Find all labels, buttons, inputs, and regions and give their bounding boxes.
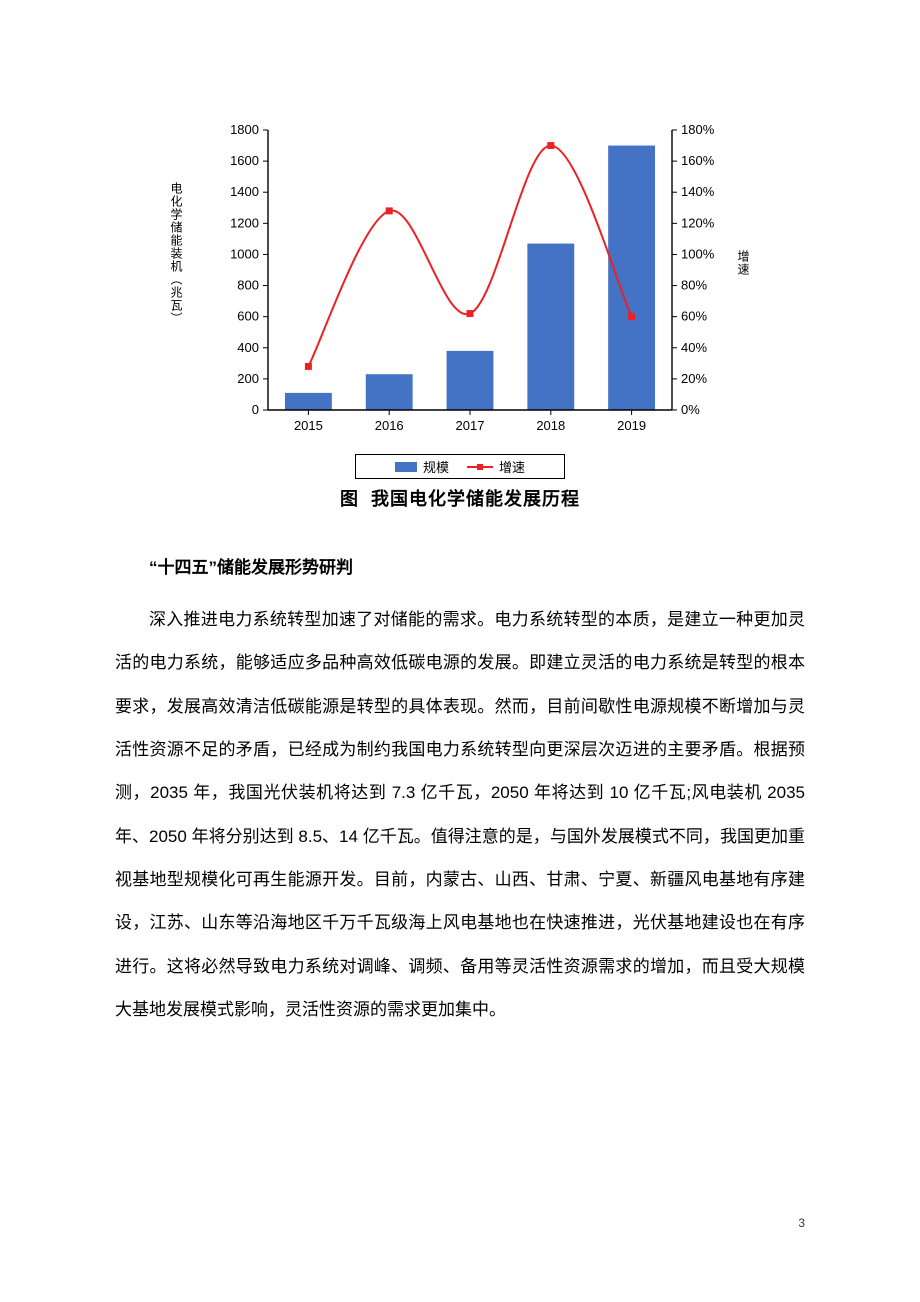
svg-text:200: 200	[237, 371, 259, 386]
svg-text:1800: 1800	[230, 122, 259, 137]
y-axis-left-label: 电化学储能装机（兆瓦）	[168, 182, 185, 325]
legend-item-bar: 规模	[395, 457, 449, 476]
svg-text:0%: 0%	[681, 402, 700, 417]
legend-label-bar: 规模	[423, 457, 449, 476]
legend-item-line: 增速	[467, 457, 525, 476]
svg-text:1200: 1200	[230, 215, 259, 230]
svg-text:400: 400	[237, 340, 259, 355]
chart-plot: 0 200 400 600 800 1000 1200 1400 1600 1800 0% 20% 40…	[180, 110, 740, 450]
chart-container: 电化学储能装机（兆瓦） 增速 0200400600800100012001400…	[180, 110, 740, 511]
svg-text:60%: 60%	[681, 309, 707, 324]
svg-text:100%: 100%	[681, 246, 715, 261]
svg-text:20%: 20%	[681, 371, 707, 386]
svg-text:40%: 40%	[681, 340, 707, 355]
svg-text:180%: 180%	[681, 122, 715, 137]
svg-text:2019: 2019	[617, 418, 646, 433]
legend-label-line: 增速	[499, 457, 525, 476]
caption-prefix: 图	[340, 489, 359, 509]
body-paragraph: 深入推进电力系统转型加速了对储能的需求。电力系统转型的本质，是建立一种更加灵活的…	[115, 598, 805, 1031]
svg-text:1400: 1400	[230, 184, 259, 199]
legend-swatch-bar	[395, 462, 417, 472]
section-heading: “十四五”储能发展形势研判	[115, 553, 805, 578]
y-axis-right-label: 增速	[735, 250, 752, 276]
svg-text:140%: 140%	[681, 184, 715, 199]
chart-caption: 图 我国电化学储能发展历程	[180, 485, 740, 511]
svg-text:2015: 2015	[294, 418, 323, 433]
caption-title: 我国电化学储能发展历程	[371, 489, 580, 509]
page-number: 3	[798, 1216, 805, 1230]
svg-text:600: 600	[237, 309, 259, 324]
svg-text:2018: 2018	[536, 418, 565, 433]
legend-swatch-line	[467, 461, 493, 473]
svg-text:0: 0	[252, 402, 259, 417]
svg-text:160%: 160%	[681, 153, 715, 168]
svg-text:120%: 120%	[681, 215, 715, 230]
svg-text:80%: 80%	[681, 278, 707, 293]
chart-legend: 规模 增速	[355, 454, 565, 479]
svg-text:800: 800	[237, 278, 259, 293]
svg-text:2016: 2016	[375, 418, 404, 433]
svg-text:1600: 1600	[230, 153, 259, 168]
svg-text:2017: 2017	[456, 418, 485, 433]
svg-text:1000: 1000	[230, 246, 259, 261]
